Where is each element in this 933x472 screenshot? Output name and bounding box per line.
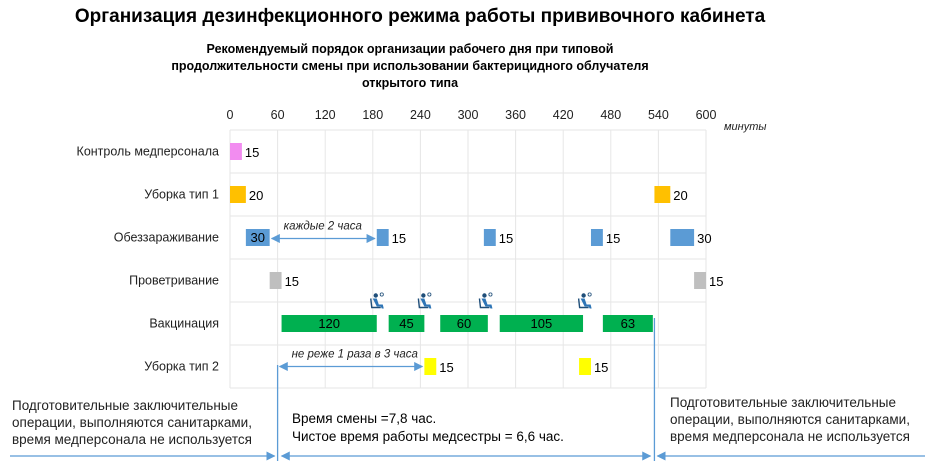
chart-subtitle: Рекомендуемый порядок организации рабоче…: [100, 41, 720, 92]
schedule-bar: [590, 229, 603, 246]
bar-label: 63: [621, 316, 635, 331]
bar-label: 15: [245, 145, 259, 160]
subtitle-line: продолжительности смены при использовани…: [171, 59, 649, 73]
schedule-bar: [424, 358, 437, 375]
bar-label: 15: [285, 274, 299, 289]
x-tick-label: 420: [553, 108, 574, 122]
bar-label: 20: [249, 188, 263, 203]
schedule-bar: [499, 315, 584, 332]
bar-label: 15: [392, 231, 406, 246]
category-label: Проветривание: [129, 274, 219, 288]
category-label: Обеззараживание: [114, 231, 219, 245]
schedule-bar: [281, 315, 377, 332]
x-tick-label: 360: [505, 108, 526, 122]
patient-chair-icon: [577, 292, 592, 309]
schedule-bar: [654, 186, 671, 203]
schedule-bar: [269, 272, 282, 289]
x-tick-label: 180: [362, 108, 383, 122]
annotation-label: не реже 1 раза в 3 часа: [292, 349, 418, 361]
schedule-bar: [440, 315, 488, 332]
category-label: Уборка тип 2: [144, 360, 219, 374]
note-left: Подготовительные заключительные операции…: [12, 398, 252, 447]
x-tick-label: 240: [410, 108, 431, 122]
bar-label: 30: [251, 230, 265, 245]
bar-label: 60: [457, 316, 471, 331]
bar-label: 20: [673, 188, 687, 203]
subtitle-line: открытого типа: [361, 76, 459, 90]
bar-label: 15: [499, 231, 513, 246]
bar-label: 15: [709, 274, 723, 289]
nurse-time-text: Чистое время работы медсестры = 6,6 час.: [292, 429, 564, 444]
schedule-bar: [694, 272, 706, 289]
bar-label: 15: [439, 360, 453, 375]
patient-chair-icon: [370, 292, 384, 309]
schedule-bar: [388, 315, 425, 332]
bar-label: 120: [318, 316, 340, 331]
bar-label: 105: [531, 316, 553, 331]
x-tick-label: 300: [458, 108, 479, 122]
patient-chair-icon: [417, 292, 432, 309]
note-right: Подготовительные заключительные операции…: [670, 395, 910, 444]
schedule-bar: [670, 229, 695, 246]
shift-info: Время смены =7,8 час. Чистое время работ…: [292, 410, 564, 446]
bar-label: 15: [594, 360, 608, 375]
schedule-bar: [376, 229, 389, 246]
page-title: Организация дезинфекционного режима рабо…: [74, 6, 766, 27]
schedule-bar: [602, 315, 653, 332]
annotation-label: каждые 2 часа: [284, 221, 362, 233]
bar-label: 15: [606, 231, 620, 246]
shift-time-text: Время смены =7,8 час.: [292, 411, 437, 426]
category-label: Вакцинация: [149, 317, 219, 331]
x-tick-label: 120: [315, 108, 336, 122]
schedule-bar: [483, 229, 496, 246]
category-label: Контроль медперсонала: [77, 145, 219, 159]
patient-chair-icon: [478, 292, 493, 309]
x-axis-unit: минуты: [724, 121, 766, 133]
schedule-bar: [579, 358, 591, 375]
x-tick-label: 60: [271, 108, 285, 122]
subtitle-line: Рекомендуемый порядок организации рабоче…: [206, 42, 614, 56]
x-tick-label: 480: [600, 108, 621, 122]
schedule-bar: [230, 143, 242, 160]
bar-label: 45: [399, 316, 413, 331]
x-tick-label: 540: [648, 108, 669, 122]
x-tick-label: 0: [227, 108, 234, 122]
x-tick-label: 600: [696, 108, 717, 122]
bar-label: 30: [697, 231, 711, 246]
schedule-bar: [230, 186, 246, 203]
schedule-bar: [245, 229, 270, 246]
category-label: Уборка тип 1: [144, 188, 219, 202]
